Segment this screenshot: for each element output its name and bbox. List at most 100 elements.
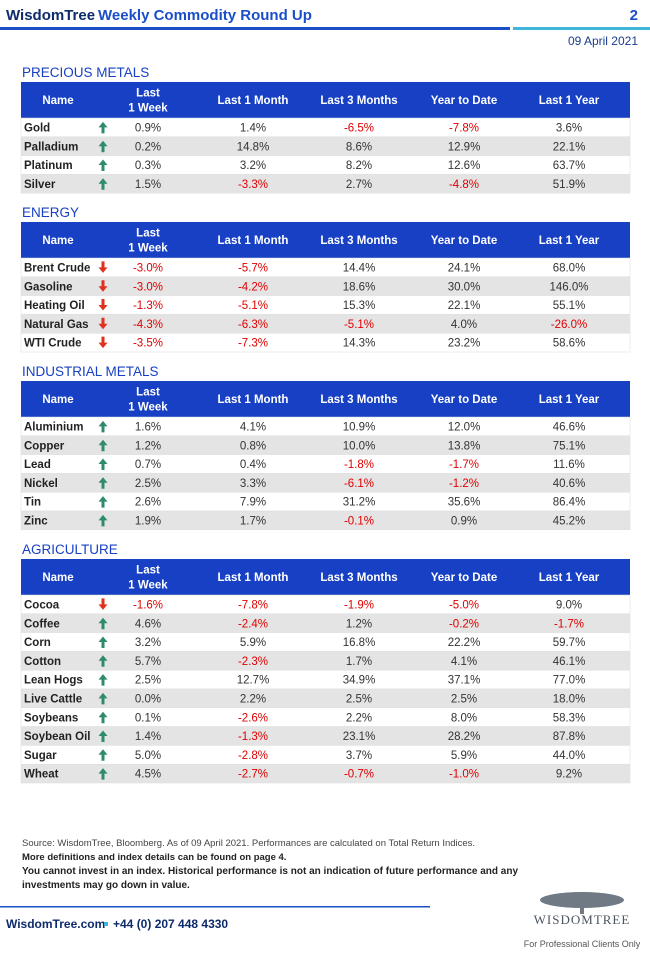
cell: 7.9% [240,497,266,509]
cell: 51.9% [553,179,586,191]
cell: -1.7% [554,618,584,630]
table-row [20,435,631,455]
table-row [20,491,631,512]
table-header [21,222,630,258]
cell: -1.7% [449,459,479,471]
column-header: Last [136,88,160,100]
arrow-up [98,140,108,153]
cell: 5.0% [135,750,161,762]
cell: 8.0% [451,712,477,724]
cell: -5.0% [449,600,479,612]
cell: -0.7% [344,769,374,781]
row-name: Copper [24,440,65,452]
cell: -7.8% [238,600,268,612]
footnote: You cannot invest in an index. Historica… [22,866,518,877]
row-name: Soybean Oil [24,731,90,743]
cell: 3.3% [240,478,266,490]
row-name: Corn [24,637,51,649]
table-header [21,82,630,118]
column-header: 1 Week [128,243,168,255]
row-name: Lead [24,459,51,471]
arrow-up [98,749,108,761]
doc-title: Weekly Commodity Round Up [98,7,312,24]
cell: -1.3% [238,731,268,743]
cell: -6.5% [344,123,374,135]
arrow-down [98,336,108,349]
cell: -26.0% [551,319,587,331]
arrow-up [98,420,108,433]
cell: 2.5% [135,675,161,687]
cell: -3.3% [238,179,268,191]
cell: 37.1% [448,675,481,687]
cell: 77.0% [553,675,586,687]
cell: 24.1% [448,263,481,275]
table-row [20,473,631,493]
arrow-up [98,159,108,171]
row-name: Gold [24,123,50,135]
cell: 87.8% [553,731,586,743]
cell: 0.4% [240,459,266,471]
cell: 0.8% [240,440,266,452]
cell: -3.5% [133,338,163,350]
cell: 75.1% [553,440,586,452]
row-name: Gasoline [24,281,73,293]
cell: 22.2% [448,637,481,649]
arrow-up [98,477,108,489]
column-header: Year to Date [431,95,497,107]
cell: 12.9% [448,141,481,153]
column-header: Name [42,572,73,584]
cell: 30.0% [448,281,481,293]
cell: -4.2% [238,281,268,293]
cell: 0.7% [135,459,161,471]
row-name: Wheat [24,769,59,781]
arrow-up [98,617,108,630]
column-header: 1 Week [128,402,168,414]
cell: 16.8% [343,637,376,649]
arrow-down [98,280,108,292]
cell: -1.3% [133,300,163,312]
table-row [20,745,631,765]
cell: 18.0% [553,694,586,706]
cell: 1.4% [135,731,161,743]
cell: -7.8% [449,123,479,135]
row-name: Soybeans [24,712,78,724]
table-row [20,510,631,531]
column-header: 1 Week [128,580,168,592]
column-header: Last 3 Months [320,572,397,584]
row-name: Tin [24,497,41,509]
cell: 15.3% [343,300,376,312]
table-header [21,381,630,417]
table-row [20,155,631,175]
table-row [20,613,631,633]
row-name: Brent Crude [24,263,90,275]
row-name: Live Cattle [24,694,82,706]
cell: -0.1% [344,516,374,528]
cell: 10.0% [343,440,376,452]
cell: 1.2% [135,440,161,452]
row-name: Coffee [24,618,60,630]
row-name: Nickel [24,478,58,490]
cell: 1.7% [240,516,266,528]
footer-rule [0,906,430,908]
column-header: Last 1 Month [218,95,289,107]
date: 09 April 2021 [568,34,638,48]
cell: -2.8% [238,750,268,762]
footnote: investments may go down in value. [22,880,190,891]
footnote: Source: WisdomTree, Bloomberg. As of 09 … [22,838,475,849]
arrow-up [98,458,108,470]
logo: WISDOMTREE [534,892,629,927]
cell: 55.1% [553,300,586,312]
cell: 9.2% [556,769,582,781]
table-row [20,174,631,194]
cell: 23.1% [343,731,376,743]
footnote: More definitions and index details can b… [22,852,286,863]
cell: 2.7% [346,179,372,191]
arrow-up [98,496,108,508]
row-name: Cocoa [24,600,60,612]
column-header: Year to Date [431,394,497,406]
cell: 2.5% [135,478,161,490]
arrow-down [98,598,108,610]
arrow-up [98,768,108,780]
cell: 9.0% [556,600,582,612]
cell: 3.6% [556,123,582,135]
